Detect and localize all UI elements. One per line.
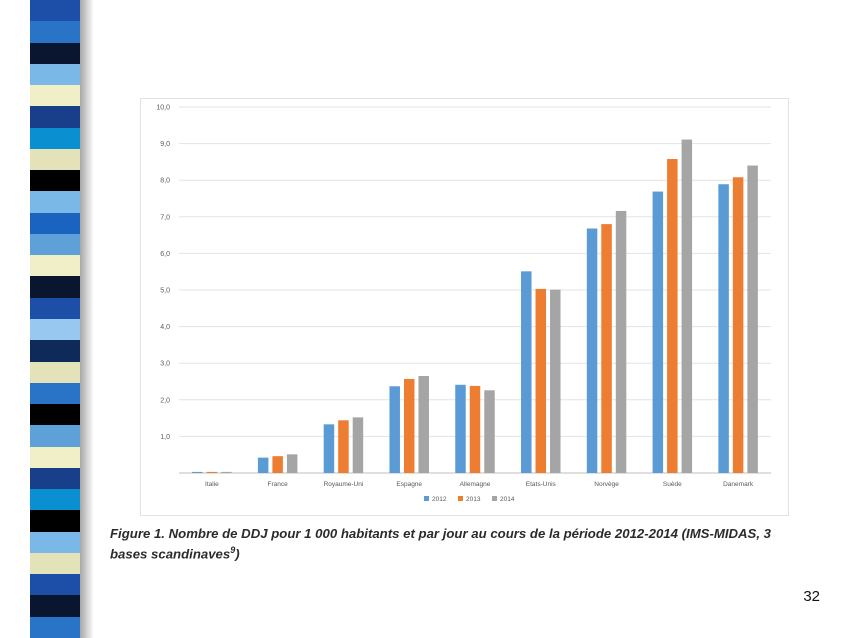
bar-2012 [192,471,203,473]
decor-stripe [30,0,80,22]
x-tick-label: Espagne [396,481,422,488]
decor-stripe [30,382,80,405]
y-tick-label: 2,0 [160,397,170,404]
bar-2013 [338,420,349,473]
stripe-shadow [80,0,94,638]
bar-2014 [352,417,364,473]
decor-stripe [30,552,80,575]
caption-close: ) [235,546,240,562]
decor-stripe [30,404,80,426]
x-tick-label: Norvège [594,481,619,488]
bar-2014 [550,289,561,473]
caption-reference: 9 [230,545,236,555]
bar-2012 [257,457,269,473]
decor-stripe [30,489,80,511]
legend-swatch [458,496,463,501]
x-tick-label: Etats-Unis [526,481,557,488]
decor-stripe [30,233,80,256]
legend-label: 2014 [500,496,515,503]
figure-caption: Figure 1. Nombre de DDJ pour 1 000 habit… [110,525,810,562]
decor-stripe [30,127,80,150]
bar-2014 [221,471,232,473]
bar-2013 [535,288,547,473]
bar-2012 [586,228,598,473]
decor-stripe [30,319,80,341]
x-tick-label: Danemark [723,481,754,488]
x-tick-label: France [268,481,289,488]
bar-2012 [718,184,729,473]
bar-2014 [286,454,298,473]
y-tick-label: 5,0 [160,288,170,295]
bar-2014 [418,376,429,473]
decor-stripe [30,531,80,554]
decor-stripe [30,106,80,129]
legend-label: 2012 [432,496,447,503]
decor-stripe [30,467,80,490]
bar-2013 [667,158,678,474]
decor-stripe [30,212,80,235]
decorative-stripe-band [30,0,80,638]
decor-stripe [30,276,80,299]
bar-2013 [272,456,283,473]
y-tick-label: 7,0 [160,214,170,221]
bar-2012 [323,424,335,473]
decor-stripe [30,297,80,320]
bar-2012 [389,386,400,473]
y-tick-label: 9,0 [160,141,170,148]
decor-stripe [30,42,80,65]
bar-2014 [681,139,693,473]
bar-2012 [652,191,664,473]
decor-stripe [30,191,80,214]
decor-stripe [30,340,80,363]
caption-text: Figure 1. Nombre de DDJ pour 1 000 habit… [110,526,772,562]
chart-container: 1,0 2,0 3,0 4,0 5,0 6,0 7,0 8,0 9,0 10,0 Italie Fra… [140,98,789,516]
y-tick-label: 8,0 [160,178,170,185]
decor-stripe [30,574,80,596]
decor-stripe [30,446,80,469]
y-tick-label: 6,0 [160,251,170,258]
legend-label: 2013 [466,496,481,503]
decor-stripe [30,170,80,192]
x-tick-label: Allemagne [460,481,491,488]
decor-stripe [30,425,80,448]
x-tick-label: Suède [663,481,682,488]
bar-2014 [484,390,495,473]
y-tick-label: 10,0 [156,105,170,112]
bar-2013 [469,385,481,473]
x-tick-label: Royaume-Uni [324,481,364,488]
decor-stripe [30,361,80,384]
legend-swatch [424,496,429,501]
decor-stripe [30,510,80,533]
bar-2012 [455,384,466,473]
bar-chart: 1,0 2,0 3,0 4,0 5,0 6,0 7,0 8,0 9,0 10,0 Italie Fra… [156,105,771,503]
y-tick-label: 1,0 [160,434,170,441]
bar-2012 [521,271,532,473]
decor-stripe [30,148,80,171]
x-tick-label: Italie [205,481,219,488]
bar-2013 [732,177,744,473]
bar-2013 [206,471,218,473]
bar-2013 [601,224,612,473]
bar-2013 [403,378,415,473]
decor-stripe [30,63,80,86]
decor-stripe [30,616,80,638]
decor-stripe [30,21,80,44]
bar-2014 [747,165,758,473]
y-tick-label: 3,0 [160,361,170,368]
decor-stripe [30,595,80,618]
bar-2014 [615,210,627,473]
decor-stripe [30,85,80,107]
legend-swatch [492,496,497,501]
page-number: 32 [803,588,820,605]
y-tick-label: 4,0 [160,324,170,331]
decor-stripe [30,255,80,277]
